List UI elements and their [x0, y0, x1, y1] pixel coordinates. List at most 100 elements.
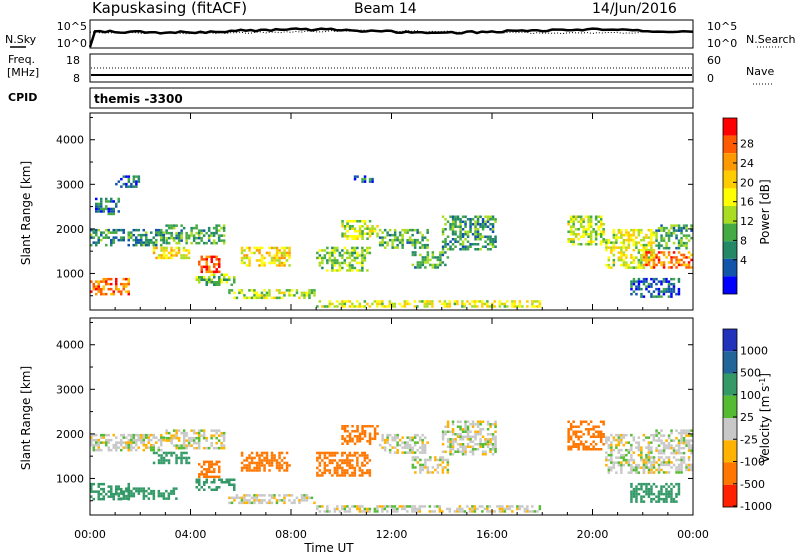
- velocity-cell: [248, 499, 251, 502]
- velocity-cell: [474, 423, 477, 426]
- velocity-cell: [187, 461, 191, 465]
- power-cell: [597, 215, 600, 218]
- velocity-cell: [413, 441, 417, 444]
- power-cell: [439, 261, 442, 264]
- velocity-cell: [469, 445, 472, 448]
- power-cell: [137, 228, 140, 232]
- velocity-cell: [356, 464, 359, 467]
- velocity-cell: [461, 453, 465, 456]
- power-cell: [426, 231, 429, 234]
- power-cell: [486, 302, 489, 306]
- velocity-cell: [451, 448, 455, 451]
- velocity-cell: [433, 505, 437, 508]
- velocity-cell: [675, 495, 678, 498]
- power-cell: [635, 228, 638, 232]
- velocity-cell: [630, 468, 633, 472]
- power-cell: [388, 228, 392, 232]
- velocity-cell: [147, 487, 151, 490]
- power-cell: [439, 263, 442, 267]
- power-cell: [361, 220, 364, 223]
- velocity-cell: [343, 425, 347, 428]
- power-cell: [426, 251, 430, 254]
- power-cell: [672, 229, 676, 232]
- velocity-cell: [222, 444, 226, 447]
- velocity-cell: [391, 446, 394, 449]
- power-cell: [424, 261, 427, 264]
- power-cell: [459, 248, 462, 251]
- velocity-cell: [635, 490, 638, 493]
- velocity-cell: [283, 461, 286, 465]
- velocity-cell: [657, 463, 661, 467]
- velocity-cell: [230, 478, 233, 481]
- velocity-cell: [115, 441, 118, 444]
- velocity-region-13: [441, 420, 497, 456]
- power-cell: [366, 232, 369, 235]
- power-cell: [486, 225, 490, 228]
- velocity-cell: [672, 449, 676, 452]
- velocity-cell: [599, 433, 603, 436]
- power-cell: [471, 233, 475, 236]
- velocity-cell: [642, 500, 646, 503]
- power-cell: [215, 263, 218, 266]
- power-cell: [466, 235, 470, 238]
- velocity-cell: [466, 420, 470, 423]
- velocity-cell: [383, 446, 387, 449]
- velocity-cell: [167, 459, 171, 462]
- power-cell: [112, 241, 115, 244]
- velocity-cell: [351, 454, 354, 457]
- power-cell: [260, 294, 264, 297]
- power-cell: [336, 249, 339, 252]
- power-cell: [662, 253, 666, 257]
- freq-panel-frame: [89, 53, 694, 83]
- power-cell: [243, 256, 246, 260]
- power-cell: [100, 233, 103, 237]
- power-cell: [670, 234, 673, 237]
- power-cell: [687, 239, 691, 242]
- power-cell: [175, 231, 178, 235]
- velocity-cell: [642, 466, 646, 469]
- power-cell: [464, 238, 467, 241]
- velocity-cell: [145, 436, 148, 439]
- power-cell: [589, 240, 593, 243]
- power-cell: [343, 225, 347, 228]
- power-cell: [599, 225, 603, 228]
- power-cell: [180, 239, 183, 242]
- power-cell: [280, 251, 284, 255]
- power-cell: [127, 290, 130, 293]
- velocity-cell: [645, 453, 648, 457]
- velocity-cell: [182, 436, 186, 440]
- power-cell: [112, 228, 115, 232]
- power-colorbar-swatch: [723, 206, 737, 224]
- velocity-cell: [318, 451, 322, 455]
- velocity-cell: [150, 446, 153, 449]
- velocity-cell: [489, 438, 492, 441]
- velocity-cell: [468, 510, 472, 513]
- power-cell: [273, 259, 276, 262]
- velocity-cell: [572, 440, 575, 443]
- velocity-cell: [160, 433, 163, 437]
- velocity-cell: [489, 440, 492, 443]
- velocity-cell: [117, 492, 121, 495]
- velocity-cell: [333, 459, 337, 462]
- power-cell: [481, 245, 485, 248]
- power-cell: [589, 235, 593, 238]
- velocity-cell: [670, 495, 673, 498]
- velocity-cell: [605, 463, 608, 467]
- velocity-cell: [458, 507, 462, 511]
- power-cell: [162, 249, 166, 252]
- velocity-colorbar-label-sup: -1: [758, 378, 767, 386]
- velocity-cell: [351, 471, 354, 475]
- velocity-cell: [489, 433, 492, 436]
- velocity-cell: [175, 444, 178, 447]
- velocity-cell: [102, 497, 105, 501]
- velocity-cell: [642, 461, 646, 464]
- velocity-cell: [682, 446, 686, 450]
- velocity-cell: [439, 456, 442, 459]
- power-cell: [439, 251, 442, 254]
- power-cell: [341, 232, 344, 235]
- velocity-cell: [117, 487, 120, 491]
- power-cell: [253, 251, 256, 255]
- power-cell: [599, 243, 603, 246]
- power-cell: [172, 226, 176, 230]
- power-cell: [253, 289, 256, 292]
